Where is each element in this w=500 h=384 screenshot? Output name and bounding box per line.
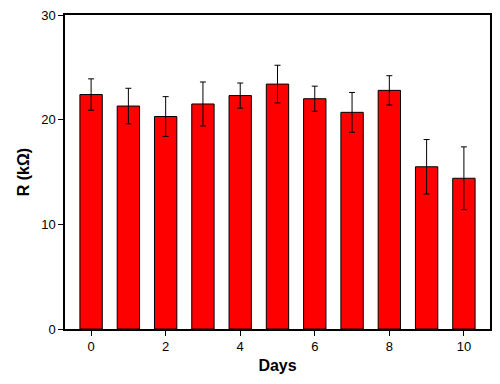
svg-text:30: 30 (41, 8, 55, 23)
svg-text:20: 20 (41, 112, 55, 127)
svg-text:R (kΩ): R (kΩ) (15, 148, 32, 196)
svg-text:0: 0 (87, 339, 94, 354)
svg-text:0: 0 (48, 322, 55, 337)
svg-text:10: 10 (41, 217, 55, 232)
svg-text:2: 2 (162, 339, 169, 354)
svg-text:6: 6 (311, 339, 318, 354)
svg-text:8: 8 (386, 339, 393, 354)
svg-text:10: 10 (457, 339, 471, 354)
svg-text:4: 4 (237, 339, 244, 354)
svg-text:Days: Days (258, 357, 296, 374)
